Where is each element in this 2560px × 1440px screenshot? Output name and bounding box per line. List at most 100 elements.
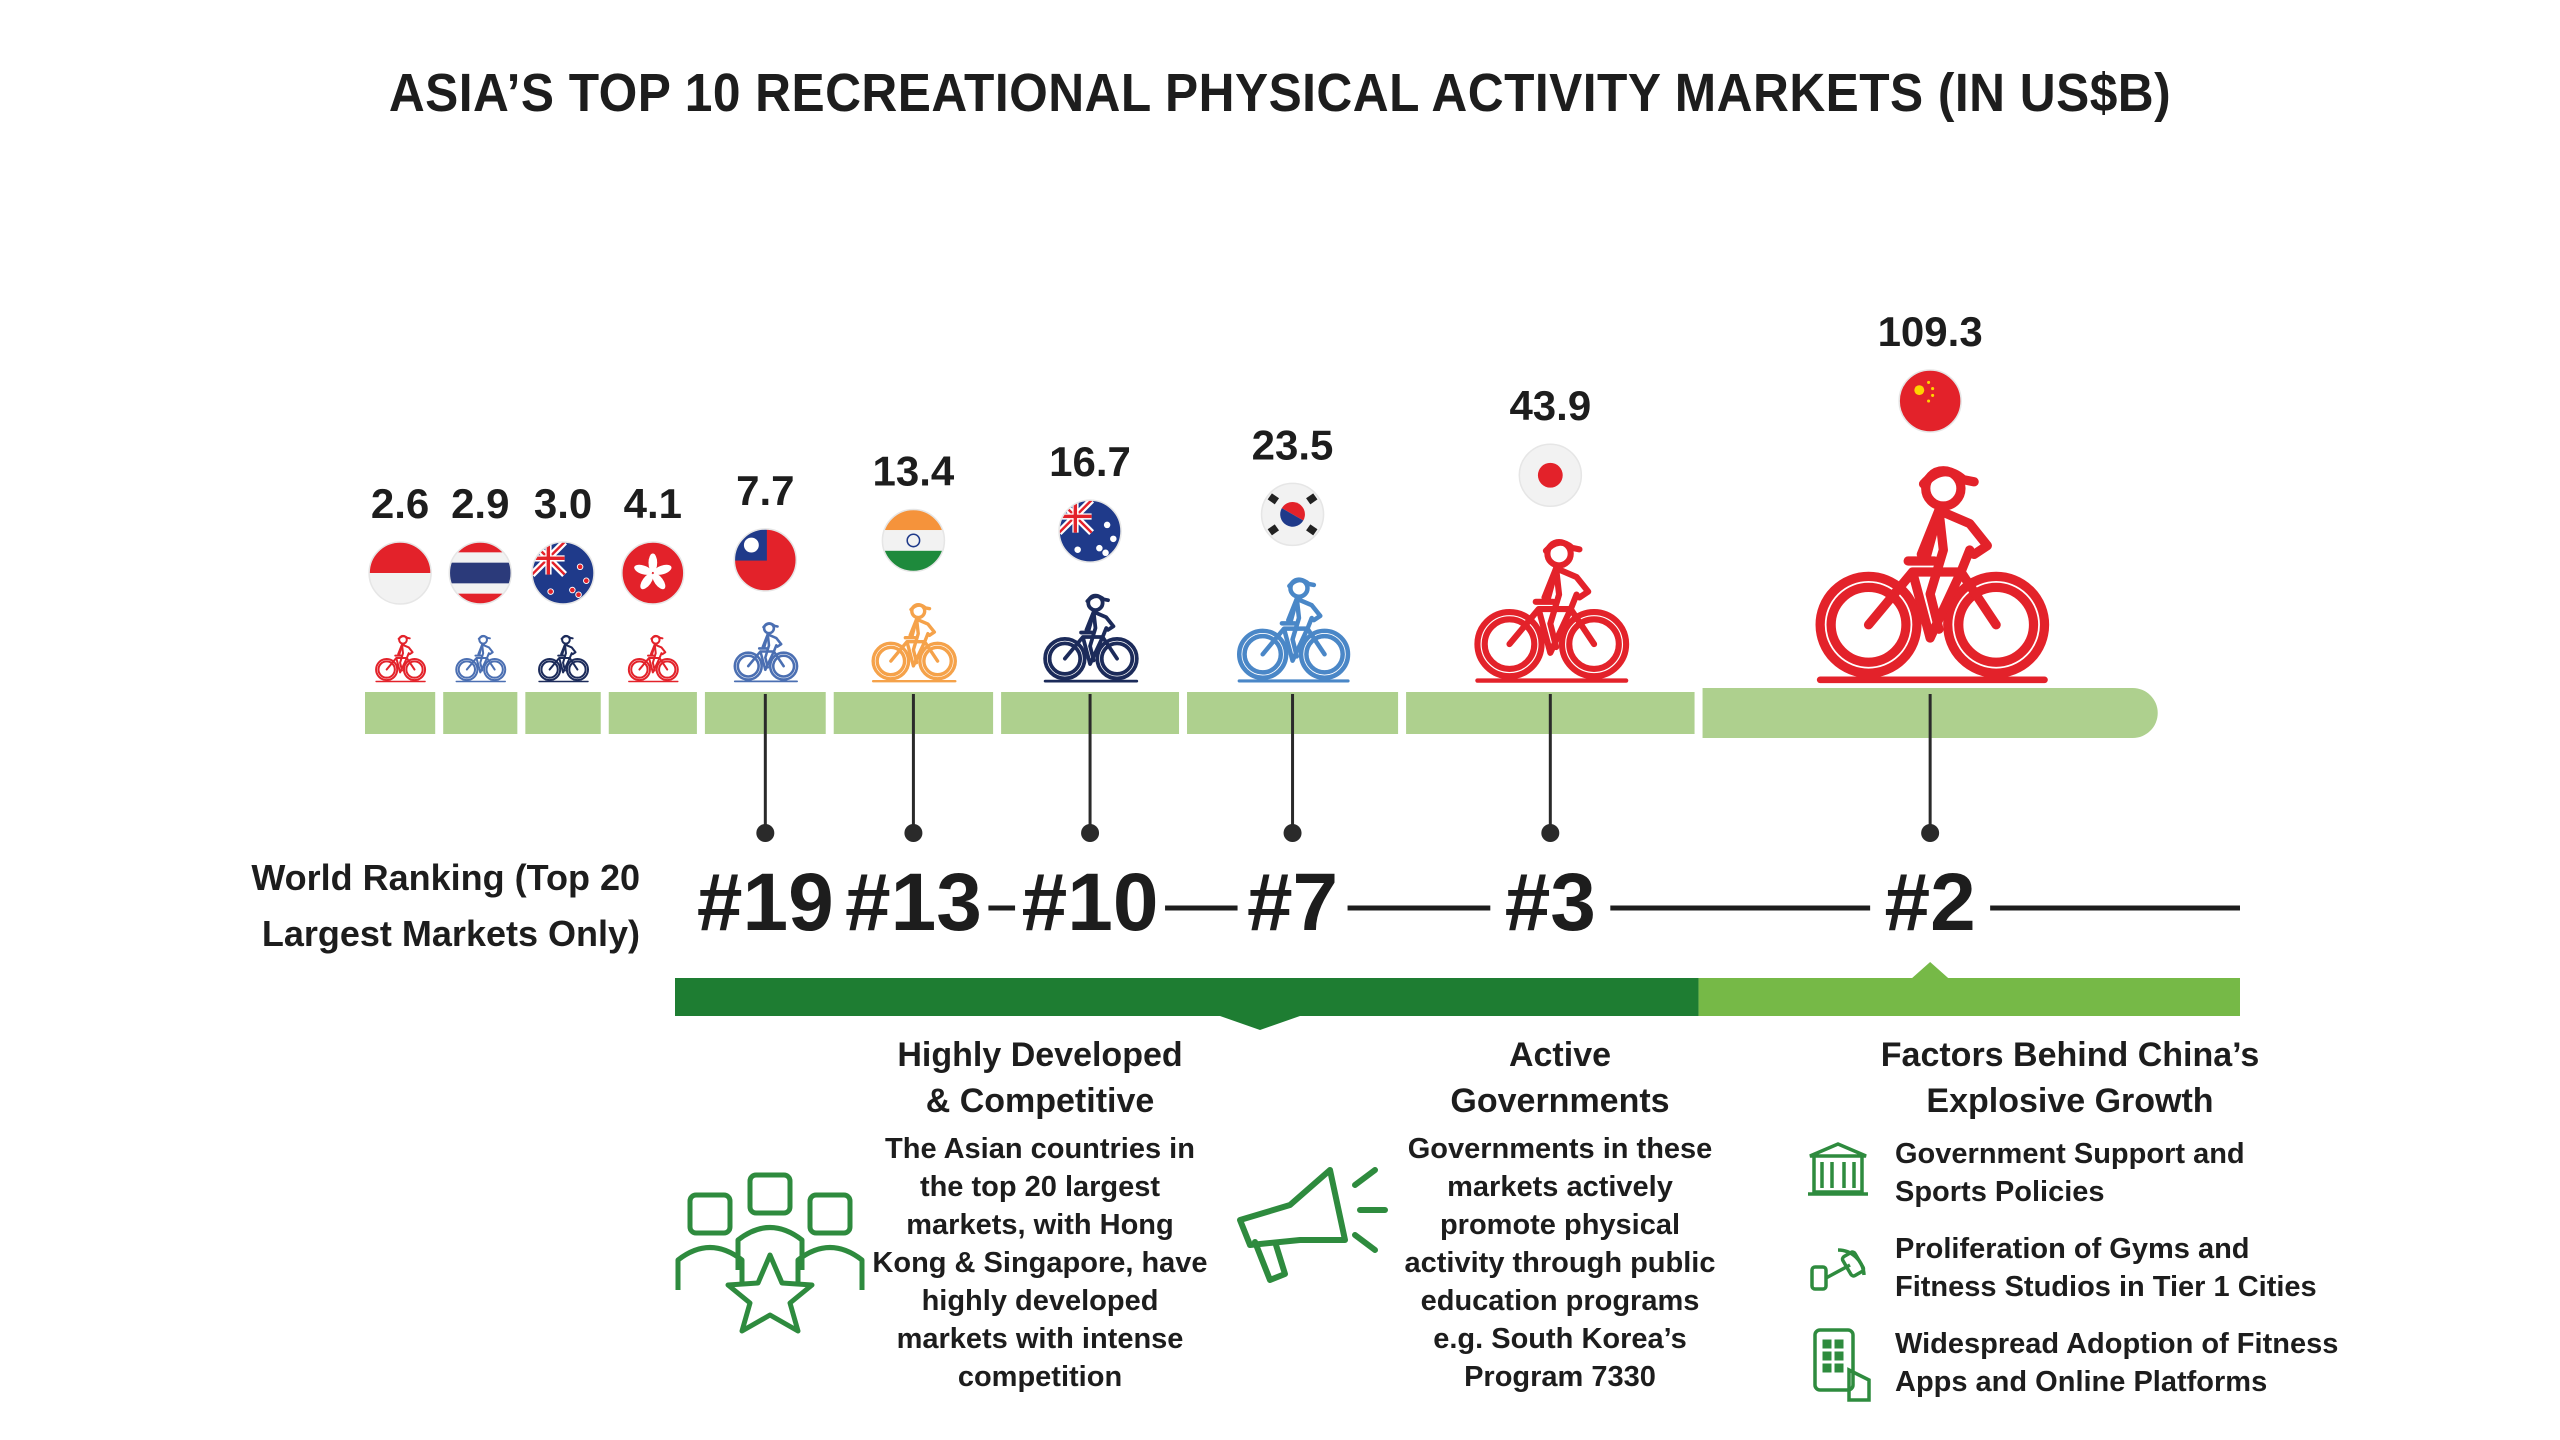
group-bar-china <box>1698 962 2240 1016</box>
developed-line: competition <box>957 1361 1123 1393</box>
australia-flag-icon <box>1059 500 1122 563</box>
market-marker: 43.9 <box>1474 382 1630 683</box>
value-label: 23.5 <box>1252 421 1334 468</box>
cyclist-icon <box>733 622 799 683</box>
china-flag-icon <box>1899 370 1962 432</box>
china-factor-3: Widespread Adoption of Fitness Apps and … <box>1895 1325 2338 1401</box>
rank-label: #7 <box>1247 857 1338 948</box>
market-marker: 2.9 <box>448 480 513 683</box>
factor-line: Proliferation of Gyms and <box>1895 1233 2250 1265</box>
market-marker: 7.7 <box>733 467 799 683</box>
governments-heading-1: Active <box>1508 1036 1612 1074</box>
rank-label: #3 <box>1505 857 1596 948</box>
world-rank-row: #19 #13 #10 #7 #3 #2 <box>675 694 2240 1030</box>
megaphone-icon <box>1237 1167 1388 1283</box>
developed-section: Highly Developed & Competitive The Asian… <box>820 1032 1260 1396</box>
value-label: 3.0 <box>534 480 592 527</box>
governments-section: Active Governments Governments in these … <box>1340 1032 1780 1396</box>
rank-label: #13 <box>845 857 982 948</box>
cyclist-icon <box>1815 466 2050 684</box>
value-label: 43.9 <box>1509 382 1591 429</box>
china-factor-1: Government Support and Sports Policies <box>1895 1135 2245 1211</box>
developed-line: Kong & Singapore, have <box>872 1247 1208 1279</box>
governments-line: activity through public <box>1404 1247 1716 1279</box>
developed-heading-2: & Competitive <box>925 1082 1155 1120</box>
value-label: 109.3 <box>1878 308 1983 355</box>
factor-line: Fitness Studios in Tier 1 Cities <box>1895 1271 2317 1303</box>
developed-line: The Asian countries in <box>885 1133 1195 1165</box>
factor-line: Apps and Online Platforms <box>1895 1366 2268 1398</box>
cyclist-icon <box>1474 539 1630 683</box>
market-marker: 16.7 <box>1043 438 1139 683</box>
section-icons <box>675 1142 1871 1402</box>
developed-text: The Asian countries in the top 20 larges… <box>820 1130 1260 1396</box>
japan-flag-icon <box>1519 444 1582 507</box>
rank-dot <box>1921 824 1940 842</box>
value-label: 13.4 <box>873 447 955 494</box>
factor-line: Widespread Adoption of Fitness <box>1895 1328 2339 1360</box>
rank-label: #19 <box>697 857 834 948</box>
rank-label: #10 <box>1022 857 1159 948</box>
thailand-flag-icon <box>449 542 512 604</box>
value-label: 7.7 <box>736 467 794 514</box>
world-ranking-label: World Ranking (Top 20 Largest Markets On… <box>251 857 640 954</box>
market-marker: 13.4 <box>871 447 957 683</box>
rank-dot <box>756 824 775 842</box>
market-markers: 2.6 2.9 3.0 4.1 7.7 13.4 16.7 23.5 43.9 109.3 <box>368 308 2050 684</box>
market-marker: 4.1 <box>621 480 685 683</box>
cyclist-icon <box>1043 593 1139 683</box>
china-factor-2: Proliferation of Gyms and Fitness Studio… <box>1895 1230 2317 1306</box>
cyclist-icon <box>1236 577 1351 683</box>
mobile-app-icon <box>1813 1328 1871 1402</box>
cyclist-icon <box>375 634 427 683</box>
group-bar-top-markets <box>675 978 1699 1030</box>
governments-line: markets actively <box>1447 1171 1673 1203</box>
rank-dot <box>904 824 923 842</box>
track-segments <box>365 688 2158 738</box>
track-segment <box>365 692 436 734</box>
market-marker: 2.6 <box>368 480 432 683</box>
developed-line: the top 20 largest <box>919 1171 1161 1203</box>
track-segment <box>608 692 697 734</box>
cyclist-icon <box>871 602 957 683</box>
governments-line: Program 7330 <box>1464 1361 1656 1393</box>
track-segment <box>443 692 518 734</box>
value-label: 2.9 <box>451 480 509 527</box>
governments-heading-2: Governments <box>1450 1082 1670 1120</box>
track-segment <box>525 692 601 734</box>
hong-kong-flag-icon <box>621 542 684 604</box>
market-marker: 3.0 <box>531 480 595 683</box>
market-marker: 109.3 <box>1815 308 2050 684</box>
value-label: 2.6 <box>371 480 429 527</box>
south-korea-flag-icon <box>1261 483 1324 546</box>
india-flag-icon <box>882 509 945 572</box>
developed-line: markets with intense <box>896 1323 1184 1355</box>
rank-dot <box>1283 824 1302 842</box>
factor-line: Government Support and <box>1895 1138 2245 1170</box>
rank-dot <box>1541 824 1560 842</box>
governments-line: promote physical <box>1439 1209 1681 1241</box>
value-label: 4.1 <box>624 480 682 527</box>
governments-line: Governments in these <box>1407 1133 1713 1165</box>
value-label: 16.7 <box>1049 438 1131 485</box>
cyclist-icon <box>627 634 679 683</box>
government-building-icon <box>1808 1142 1868 1196</box>
china-section-heading: Factors Behind China’s Explosive Growth <box>1780 1032 2360 1124</box>
china-heading-1: Factors Behind China’s <box>1880 1036 2260 1074</box>
cyclist-icon <box>455 634 507 683</box>
rank-label: #2 <box>1885 857 1976 948</box>
factor-line: Sports Policies <box>1895 1176 2105 1208</box>
chart-title: ASIA’S TOP 10 RECREATIONAL PHYSICAL ACTI… <box>388 63 2172 123</box>
governments-line: e.g. South Korea’s <box>1433 1323 1687 1355</box>
team-star-icon <box>675 1172 865 1334</box>
governments-line: education programs <box>1420 1285 1700 1317</box>
market-marker: 23.5 <box>1236 421 1351 683</box>
developed-line: markets, with Hong <box>906 1209 1174 1241</box>
taiwan-flag-icon <box>734 528 797 591</box>
china-heading-2: Explosive Growth <box>1926 1082 2214 1120</box>
rank-dot <box>1081 824 1100 842</box>
governments-text: Governments in these markets actively pr… <box>1340 1130 1780 1396</box>
developed-heading-1: Highly Developed <box>897 1036 1183 1074</box>
dumbbell-icon <box>1810 1248 1866 1291</box>
